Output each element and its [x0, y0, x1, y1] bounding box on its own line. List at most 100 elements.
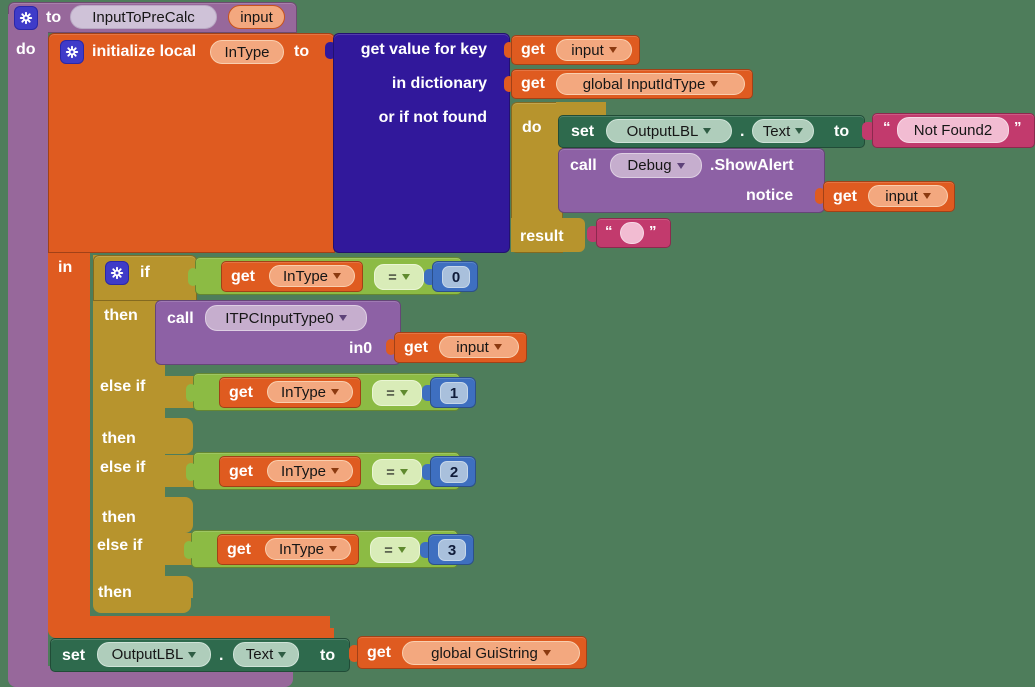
component-name: OutputLBL	[626, 122, 699, 140]
dict-line2-label: in dictionary	[391, 75, 487, 92]
then-label: then	[104, 307, 138, 324]
gear-glyph-icon	[65, 45, 79, 59]
get-intype-dropdown[interactable]: InType	[267, 381, 353, 403]
property-name: Text	[245, 646, 274, 663]
if-label: if	[140, 264, 150, 281]
number-field[interactable]: 1	[440, 382, 468, 404]
component-dropdown[interactable]: OutputLBL	[606, 119, 732, 143]
number-field[interactable]: 2	[440, 461, 468, 483]
number-field[interactable]: 0	[442, 266, 470, 288]
elseif-label: else if	[97, 537, 143, 554]
elseif-label: else if	[100, 459, 146, 476]
init-local-varname-field[interactable]: InType	[210, 40, 284, 64]
dropdown-arrow-icon	[710, 81, 719, 87]
varname: InType	[280, 383, 327, 401]
close-quote: ”	[649, 223, 657, 240]
operator-dropdown[interactable]: =	[372, 380, 422, 406]
number-block[interactable]: 3	[428, 534, 474, 565]
number-value: 0	[451, 268, 461, 286]
call-debug-showalert-block[interactable]	[558, 148, 825, 213]
get-notice-input-keyword: get	[833, 188, 857, 205]
proc-name-field[interactable]: InputToPreCalc	[70, 5, 217, 29]
get-intype-dropdown[interactable]: InType	[265, 538, 351, 560]
to-keyword: to	[320, 647, 336, 664]
call-keyword: call	[570, 157, 597, 174]
initialize-local-block[interactable]	[48, 33, 335, 253]
then-label: then	[98, 584, 132, 601]
get-guistring-varname: global GuiString	[431, 644, 538, 662]
operator-dropdown[interactable]: =	[372, 459, 422, 485]
operator: =	[386, 463, 395, 481]
get-dict-global-dropdown[interactable]: global InputIdType	[556, 73, 745, 95]
to-keyword: to	[834, 123, 850, 140]
if-block-bottom-bar	[93, 598, 191, 613]
property-name: Text	[762, 122, 791, 140]
set-keyword: set	[62, 647, 86, 664]
dict-line1-label: get value for key	[360, 41, 487, 58]
gear-glyph-icon	[19, 11, 33, 25]
dropdown-arrow-icon	[399, 390, 408, 396]
initialize-local-bottom-tab	[306, 628, 334, 640]
get-key-input-varname: input	[571, 41, 604, 59]
compare-block[interactable]: get InType = 0	[188, 257, 478, 295]
dict-block-plug	[325, 42, 336, 59]
mutator-gear-icon[interactable]	[105, 261, 129, 285]
number-block[interactable]: 2	[430, 456, 476, 487]
then-empty-socket	[163, 497, 193, 533]
notfound-top-strip	[556, 102, 606, 116]
get-notice-input-dropdown[interactable]: input	[868, 185, 948, 207]
initialize-local-left-column[interactable]	[48, 253, 90, 618]
initialize-local-bottom-bar[interactable]	[48, 616, 330, 638]
dict-line3-label: or if not found	[378, 109, 487, 126]
proc-param-pill[interactable]: input	[228, 5, 285, 29]
gear-glyph-icon	[110, 266, 124, 280]
elseif-label: else if	[100, 378, 146, 395]
operator: =	[384, 541, 393, 559]
mutator-gear-icon[interactable]	[60, 40, 84, 64]
then-empty-socket	[163, 576, 193, 598]
component-dropdown[interactable]: OutputLBL	[97, 642, 211, 667]
itpc-proc-dropdown[interactable]: ITPCInputType0	[205, 305, 367, 331]
get-intype-dropdown[interactable]: InType	[267, 460, 353, 482]
notfound-result-label: result	[520, 228, 564, 245]
get-key-input-dropdown[interactable]: input	[556, 39, 632, 61]
compare-block[interactable]: get InType = 2	[186, 452, 476, 490]
operator-dropdown[interactable]: =	[370, 537, 420, 563]
notfound-result-arm	[511, 218, 585, 252]
get-guistring-dropdown[interactable]: global GuiString	[402, 641, 580, 665]
string-notfound-field[interactable]: Not Found2	[897, 117, 1009, 143]
mutator-gear-icon[interactable]	[14, 6, 38, 30]
compare-block[interactable]: get InType = 1	[186, 373, 476, 411]
string-empty-field[interactable]	[620, 222, 644, 244]
compare-plug	[186, 384, 196, 402]
number-block[interactable]: 1	[430, 377, 476, 408]
get-in0-input-dropdown[interactable]: input	[439, 336, 519, 358]
get-keyword: get	[229, 463, 253, 480]
compare-plug	[186, 463, 196, 481]
notfound-do-label: do	[522, 119, 542, 136]
proc-param-text: input	[240, 8, 273, 26]
property-dropdown[interactable]: Text	[752, 119, 814, 143]
dictionary-lookup-block[interactable]	[333, 33, 510, 253]
number-value: 3	[447, 541, 457, 559]
property-dropdown[interactable]: Text	[233, 642, 299, 667]
get-notice-input-varname: input	[885, 187, 918, 205]
dropdown-arrow-icon	[922, 193, 931, 199]
string-notfound-text: Not Found2	[913, 121, 993, 139]
if-block-spine[interactable]	[93, 255, 165, 600]
operator-dropdown[interactable]: =	[374, 264, 424, 290]
debug-component-dropdown[interactable]: Debug	[610, 153, 702, 178]
number-value: 2	[449, 463, 459, 481]
init-local-label: initialize local	[92, 43, 197, 60]
dropdown-arrow-icon	[399, 469, 408, 475]
number-field[interactable]: 3	[438, 539, 466, 561]
debug-component-name: Debug	[627, 157, 672, 174]
init-local-varname-text: InType	[224, 43, 270, 61]
compare-block[interactable]: get InType = 3	[184, 530, 474, 568]
get-notice-input-plug	[815, 188, 825, 204]
get-intype-dropdown[interactable]: InType	[269, 265, 355, 287]
dropdown-arrow-icon	[703, 128, 712, 134]
number-block[interactable]: 0	[432, 261, 478, 292]
procedure-block-left-column[interactable]	[8, 14, 48, 668]
